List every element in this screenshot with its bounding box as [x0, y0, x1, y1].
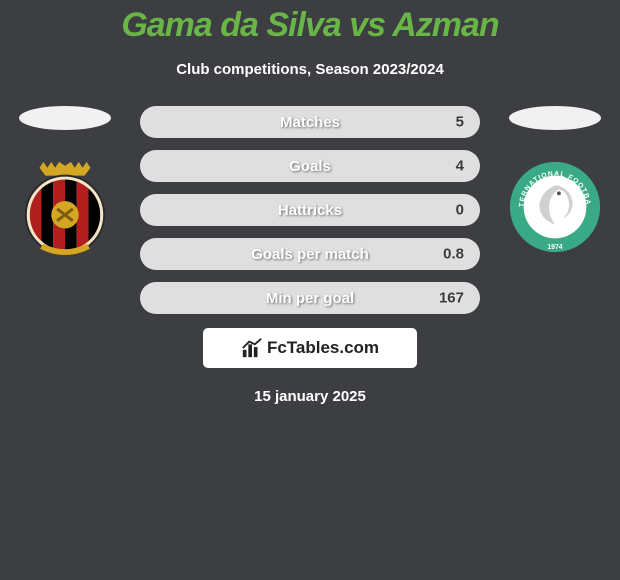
- stat-value-right: 0: [456, 202, 464, 219]
- stat-bar: Goals per match 0.8: [140, 238, 480, 270]
- right-player-column: INTERNATIONAL FOOTBALL 1974: [490, 106, 620, 256]
- stat-value-right: 0.8: [443, 246, 464, 263]
- stat-value-right: 5: [456, 114, 464, 131]
- site-branding-link[interactable]: FcTables.com: [203, 328, 417, 368]
- left-player-avatar-placeholder: [19, 106, 111, 130]
- stat-bar: Hattricks 0: [140, 194, 480, 226]
- stat-bar: Goals 4: [140, 150, 480, 182]
- eagle-crest-icon: INTERNATIONAL FOOTBALL 1974: [506, 158, 604, 256]
- date-label: 15 january 2025: [254, 388, 366, 405]
- stat-label: Hattricks: [278, 202, 342, 219]
- site-branding-text: FcTables.com: [267, 338, 379, 358]
- svg-text:1974: 1974: [547, 244, 562, 251]
- bar-chart-icon: [241, 337, 263, 359]
- infographic-container: Gama da Silva vs Azman Club competitions…: [0, 0, 620, 405]
- page-title: Gama da Silva vs Azman: [121, 6, 498, 45]
- right-player-avatar-placeholder: [509, 106, 601, 130]
- stat-value-right: 167: [439, 290, 464, 307]
- stats-column: Matches 5 Goals 4 Hattricks 0 Goals per match 0…: [130, 106, 490, 314]
- stat-label: Goals: [289, 158, 331, 175]
- page-subtitle: Club competitions, Season 2023/2024: [176, 61, 444, 78]
- stat-label: Goals per match: [251, 246, 369, 263]
- right-club-logo: INTERNATIONAL FOOTBALL 1974: [506, 158, 604, 256]
- stat-value-right: 4: [456, 158, 464, 175]
- stat-label: Matches: [280, 114, 340, 131]
- left-club-logo: [16, 158, 114, 256]
- stat-bar: Min per goal 167: [140, 282, 480, 314]
- stat-bar: Matches 5: [140, 106, 480, 138]
- main-row: Matches 5 Goals 4 Hattricks 0 Goals per match 0…: [0, 106, 620, 314]
- stat-label: Min per goal: [266, 290, 354, 307]
- shield-crest-icon: [16, 158, 114, 256]
- left-player-column: [0, 106, 130, 256]
